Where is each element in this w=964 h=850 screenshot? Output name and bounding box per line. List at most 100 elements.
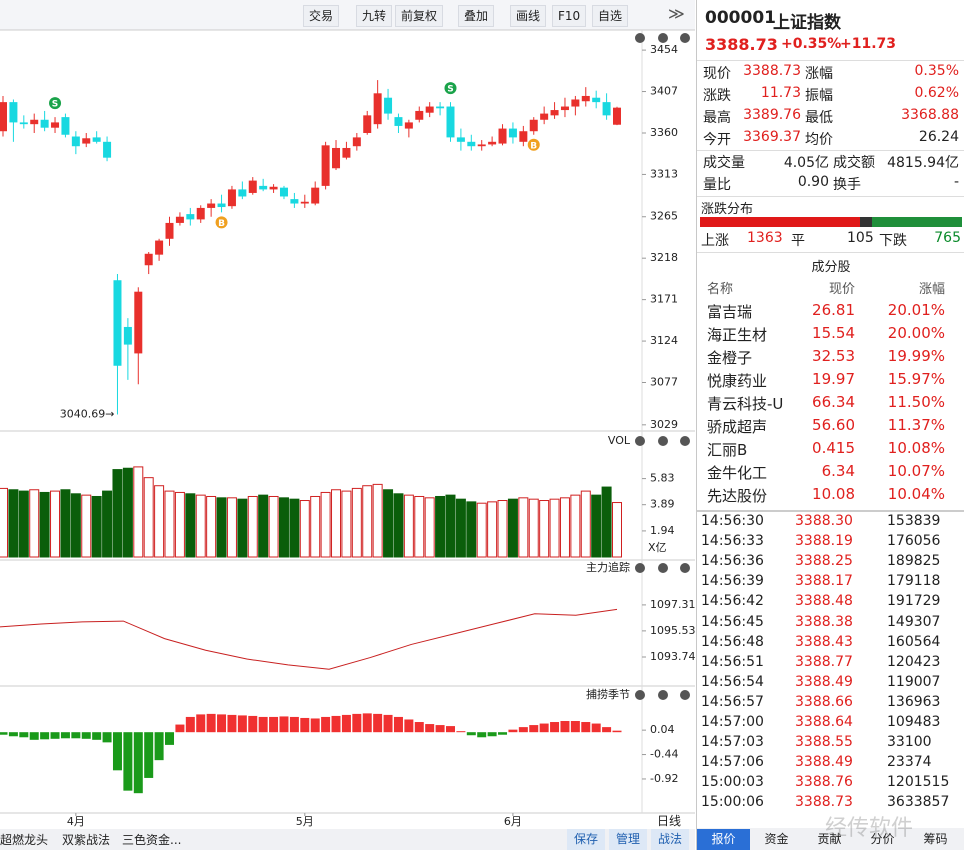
candle-body (342, 147, 351, 158)
toolbar-button[interactable]: 九转 (356, 5, 393, 27)
tick-time: 14:57:00 (701, 714, 764, 730)
field-value: 4815.94亿 (887, 155, 959, 171)
toolbar-button[interactable]: 自选 (592, 5, 629, 27)
volume-bar (476, 502, 487, 558)
constituent-cell[interactable]: 26.81 (812, 301, 855, 319)
fishing-bar (175, 724, 185, 733)
fishing-bar (8, 732, 18, 737)
fishing-bar (466, 732, 476, 736)
constituent-cell[interactable]: 15.54 (812, 324, 855, 342)
volume-bar (112, 469, 123, 558)
panel-tab[interactable]: 分价 (870, 832, 895, 846)
constituent-cell[interactable]: 海正生材 (707, 326, 768, 344)
fishing-bar (331, 715, 341, 733)
constituent-cell[interactable]: 汇丽B (707, 441, 748, 459)
fishing-bar (289, 716, 299, 733)
constituent-cell[interactable]: 10.04% (887, 485, 945, 503)
fishing-bar (404, 719, 414, 733)
constituent-cell[interactable]: 66.34 (812, 393, 855, 411)
volume-bar (206, 495, 217, 558)
tick-time: 14:56:51 (701, 653, 764, 670)
constituent-cell[interactable]: 金橙子 (707, 349, 753, 367)
period-label[interactable]: 日线 (657, 814, 682, 828)
tick-price: 3388.49 (795, 673, 853, 690)
constituent-cell[interactable]: 15.97% (887, 370, 945, 388)
bottom-button[interactable]: 管理 (609, 829, 648, 850)
fishing-bar (539, 723, 549, 733)
toolbar-button[interactable]: 前复权 (395, 5, 444, 27)
volume-bar (341, 490, 352, 558)
toolbar-button[interactable]: 画线 (510, 5, 547, 27)
panel-tab[interactable]: 报价 (697, 829, 750, 850)
candle-body (248, 180, 257, 193)
toolbar-more[interactable]: ≫ (668, 4, 685, 23)
tick-price: 3388.77 (795, 653, 853, 670)
breadth-count: 765 (934, 230, 961, 246)
constituent-cell[interactable]: 56.60 (812, 416, 855, 434)
volume-bar (403, 494, 414, 558)
field-label: 涨幅 (805, 66, 833, 82)
candle-body (498, 128, 507, 144)
toolbar-button[interactable]: 叠加 (458, 5, 495, 27)
panel-tab[interactable]: 资金 (764, 832, 789, 846)
volume-bar (591, 494, 602, 558)
section-title: 涨跌分布 (701, 202, 754, 217)
constituent-cell[interactable]: 11.37% (887, 416, 945, 434)
candle-body (571, 99, 580, 107)
constituent-cell[interactable]: 富吉瑞 (707, 303, 753, 321)
fishing-bar (29, 732, 39, 740)
fishing-bar (570, 721, 580, 733)
constituent-cell[interactable]: 先达股份 (707, 487, 768, 505)
constituent-cell[interactable]: 金牛化工 (707, 464, 768, 482)
panel-icon (680, 563, 690, 573)
volume-bar (331, 489, 342, 558)
candle-body (508, 128, 517, 138)
constituent-cell[interactable]: 20.01% (887, 301, 945, 319)
panel-tab[interactable]: 筹码 (923, 832, 948, 846)
constituent-cell[interactable]: 10.08 (812, 485, 855, 503)
field-label: 振幅 (805, 88, 833, 104)
panel-tab[interactable]: 贡献 (817, 832, 842, 846)
volume-bar (559, 497, 570, 558)
constituent-cell[interactable]: 19.99% (887, 347, 945, 365)
constituent-cell[interactable]: 19.97 (812, 370, 855, 388)
volume-bar (383, 489, 394, 558)
volume-bar (39, 491, 50, 558)
bottom-button[interactable]: 保存 (567, 829, 606, 850)
bottom-tab[interactable]: 超燃龙头 (0, 833, 49, 847)
volume-bar (216, 497, 227, 558)
constituent-cell[interactable]: 10.08% (887, 439, 945, 457)
candle-body (363, 115, 372, 133)
tick-time: 14:56:48 (701, 633, 764, 650)
toolbar-button[interactable]: 交易 (303, 5, 340, 27)
bottom-tab[interactable]: 双紫战法 (62, 833, 111, 847)
column-header: 涨幅 (918, 282, 945, 297)
constituent-cell[interactable]: 青云科技-U (707, 395, 784, 413)
volume-bar (580, 490, 591, 558)
fishing-bar (227, 714, 237, 733)
tick-time: 14:56:42 (701, 593, 764, 610)
bottom-button[interactable]: 战法 (651, 829, 690, 850)
constituent-cell[interactable]: 0.415 (812, 439, 855, 457)
volume-bar (518, 497, 529, 558)
fishing-bar (477, 732, 487, 738)
y-tick-label: 3029 (650, 418, 678, 431)
y-tick-label: 3077 (650, 376, 678, 389)
field-value: 3389.76 (743, 107, 801, 123)
fishing-bar (92, 732, 102, 740)
constituent-cell[interactable]: 10.07% (887, 462, 945, 480)
bottom-bar (697, 828, 964, 850)
constituent-cell[interactable]: 20.00% (887, 324, 945, 342)
constituent-cell[interactable]: 11.50% (887, 393, 945, 411)
column-header: 名称 (707, 282, 734, 297)
candle-body (446, 106, 455, 138)
fishing-bar (362, 713, 372, 733)
constituent-cell[interactable]: 6.34 (821, 462, 855, 480)
constituent-cell[interactable]: 骄成超声 (707, 418, 768, 436)
toolbar-button[interactable]: F10 (552, 5, 587, 27)
candle-body (560, 106, 569, 111)
constituent-cell[interactable]: 32.53 (812, 347, 855, 365)
x-tick-label: 4月 (67, 815, 85, 828)
constituent-cell[interactable]: 悦康药业 (707, 372, 768, 390)
bottom-tab[interactable]: 三色资金... (122, 833, 182, 847)
